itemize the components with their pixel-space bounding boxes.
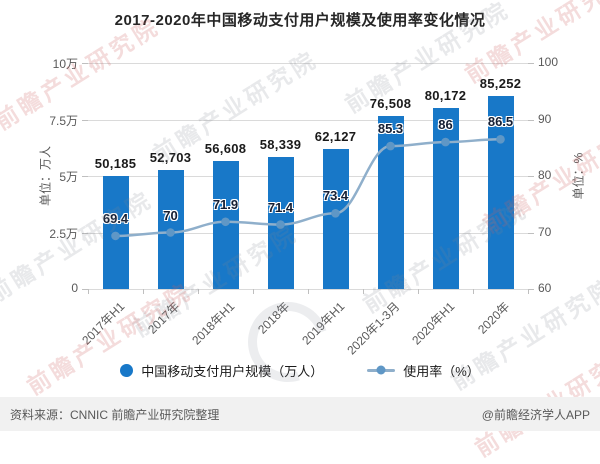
left-axis-tick	[82, 63, 88, 64]
line-value-label: 85.3	[377, 121, 404, 137]
line-value-label: 71.4	[267, 199, 294, 215]
left-axis-tick-label: 7.5万	[49, 113, 78, 128]
gridline	[88, 176, 528, 177]
x-axis-tick	[473, 289, 474, 294]
legend-item-users: 中国移动支付用户规模（万人）	[120, 361, 323, 380]
left-axis-tick	[82, 289, 88, 290]
x-axis-tick	[143, 289, 144, 294]
line-value-label: 70	[163, 207, 178, 223]
left-axis-tick	[82, 119, 88, 121]
left-axis-tick	[82, 176, 88, 177]
line-value-label: 71.9	[212, 196, 239, 212]
gridline	[88, 63, 528, 64]
x-axis-tick	[198, 289, 199, 294]
left-axis-tick-label: 2.5万	[49, 226, 78, 241]
bar-value-label: 62,127	[314, 128, 357, 144]
source-note: 资料来源：CNNIC 前瞻产业研究院整理	[10, 407, 220, 422]
right-axis-tick	[528, 232, 534, 234]
left-axis-tick-label: 10万	[52, 57, 78, 71]
bar-2020年	[487, 96, 514, 289]
line-point-marker	[441, 137, 450, 147]
bar-value-label: 58,339	[259, 137, 302, 153]
right-axis-tick-label: 90	[538, 111, 552, 126]
gridline	[88, 232, 528, 234]
line-value-label: 69.4	[102, 210, 129, 226]
right-axis-tick	[528, 176, 534, 177]
right-axis-tick-label: 60	[538, 281, 552, 295]
brand-credit: @前瞻经济学人APP	[481, 407, 590, 422]
right-axis-tick-label: 80	[538, 168, 552, 182]
x-axis-tick	[528, 289, 529, 294]
bar-value-label: 85,252	[479, 76, 522, 92]
legend-item-usage-rate: 使用率（%）	[367, 361, 480, 380]
bar-value-label: 76,508	[369, 96, 412, 112]
bar-value-label: 52,703	[149, 149, 192, 165]
left-axis-tick-label: 5万	[59, 170, 78, 184]
right-axis-tick	[528, 289, 534, 290]
line-value-label: 73.4	[322, 188, 349, 204]
line-point-marker	[496, 134, 505, 144]
line-point-marker	[331, 208, 340, 218]
legend-label-usage-rate: 使用率（%）	[403, 363, 480, 379]
left-axis-tick	[82, 232, 88, 234]
bar-value-label: 56,608	[204, 141, 247, 157]
line-point-marker	[111, 231, 120, 241]
line-value-label: 86	[438, 117, 453, 133]
x-axis-tick	[418, 289, 419, 294]
right-axis-tick	[528, 63, 534, 64]
line-series-marker-icon	[367, 365, 396, 375]
bar-value-label: 50,185	[94, 155, 137, 171]
legend: 中国移动支付用户规模（万人） 使用率（%）	[0, 358, 600, 382]
bar-value-label: 80,172	[424, 87, 467, 103]
right-axis-tick	[528, 119, 534, 121]
bar-2019年H1	[322, 148, 349, 289]
left-axis-tick-label: 0	[71, 281, 78, 295]
line-point-marker	[166, 228, 175, 237]
right-axis-tick-label: 100	[538, 55, 559, 69]
gridline	[88, 119, 528, 121]
usage-rate-line	[111, 134, 505, 241]
line-point-marker	[221, 217, 230, 227]
x-axis-tick	[253, 289, 254, 294]
legend-label-users: 中国移动支付用户规模（万人）	[141, 363, 324, 379]
bar-series-marker-icon	[120, 363, 134, 377]
chart-title: 2017-2020年中国移动支付用户规模及使用率变化情况	[114, 12, 486, 29]
line-point-marker	[386, 141, 395, 151]
right-axis-tick-label: 70	[538, 224, 552, 239]
x-axis-tick	[308, 289, 309, 294]
line-value-label: 86.5	[487, 114, 514, 130]
x-axis-tick	[88, 289, 89, 294]
footer: 资料来源：CNNIC 前瞻产业研究院整理 @前瞻经济学人APP	[0, 397, 600, 431]
line-point-marker	[276, 220, 285, 229]
x-axis-tick	[363, 289, 364, 294]
